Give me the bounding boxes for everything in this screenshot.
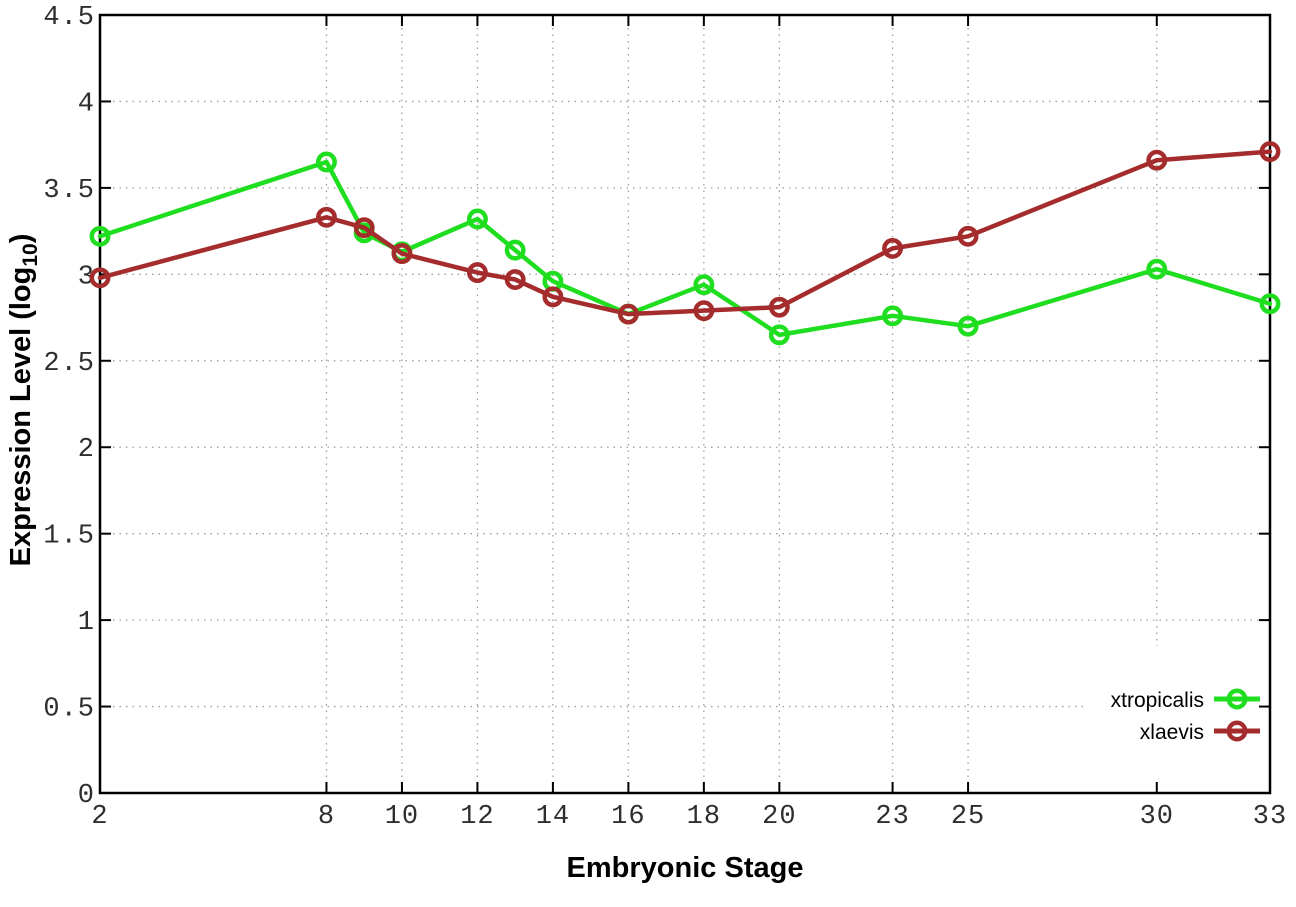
x-axis-title: Embryonic Stage	[567, 852, 804, 884]
y-tick-label: 1	[78, 608, 95, 638]
y-tick-label: 3	[78, 262, 95, 292]
x-tick-label: 16	[611, 802, 645, 832]
data-point-xtropicalis-stage-33	[1259, 293, 1281, 315]
data-point-xlaevis-stage-16	[617, 303, 639, 325]
x-tick-label: 18	[687, 802, 721, 832]
x-tick-label: 2	[91, 802, 108, 832]
data-point-xtropicalis-stage-25	[957, 315, 979, 337]
data-point-xtropicalis-stage-20	[768, 324, 790, 346]
x-tick-label: 14	[536, 802, 570, 832]
y-axis-title-close-paren: )	[5, 234, 37, 244]
y-tick-label: 2	[78, 435, 95, 465]
data-point-xtropicalis-stage-2	[89, 225, 111, 247]
data-series	[89, 141, 1281, 346]
data-point-xlaevis-stage-12	[466, 262, 488, 284]
plot-border	[98, 13, 1272, 795]
y-tick-label: 2.5	[43, 349, 95, 379]
data-point-xlaevis-stage-8	[316, 206, 337, 228]
data-point-xtropicalis-stage-23	[882, 305, 904, 327]
data-point-xlaevis-stage-14	[542, 286, 564, 308]
y-tick-label: 4	[78, 89, 95, 119]
data-point-xlaevis-stage-2	[89, 267, 111, 289]
x-tick-label: 10	[385, 802, 419, 832]
x-tick-label: 33	[1253, 802, 1287, 832]
legend-marker-xtropicalis	[1226, 688, 1248, 710]
y-axis-title: Expression Level (log10)	[5, 234, 42, 567]
x-tick-label: 20	[762, 802, 796, 832]
x-tick-label: 25	[951, 802, 985, 832]
y-tick-label: 3.5	[43, 176, 95, 206]
data-point-xlaevis-stage-10	[391, 243, 413, 265]
y-axis-title-main: Expression Level (log	[5, 267, 37, 567]
data-point-xlaevis-stage-30	[1146, 149, 1168, 171]
data-point-xlaevis-stage-23	[882, 237, 904, 259]
x-tick-label: 12	[460, 802, 494, 832]
y-tick-label: 0	[78, 781, 95, 811]
legend: xtropicalis xlaevis	[1111, 688, 1260, 744]
data-point-xlaevis-stage-18	[693, 300, 715, 322]
y-tick-label: 1.5	[43, 522, 95, 552]
data-point-xlaevis-stage-9	[353, 217, 375, 239]
legend-background	[1085, 646, 1263, 788]
legend-label-xlaevis: xlaevis	[1140, 721, 1204, 744]
y-tick-label: 0.5	[43, 695, 95, 725]
x-tick-label: 23	[875, 802, 909, 832]
legend-marker-xlaevis	[1226, 720, 1248, 742]
x-tick-label: 30	[1140, 802, 1174, 832]
legend-label-xtropicalis: xtropicalis	[1111, 689, 1204, 712]
data-point-xtropicalis-stage-18	[693, 274, 715, 296]
legend-mask	[1085, 646, 1263, 788]
data-point-xtropicalis-stage-8	[316, 151, 337, 173]
y-tick-label: 4.5	[43, 3, 95, 33]
axis-ticks	[99, 14, 1271, 794]
data-point-xtropicalis-stage-13	[504, 239, 526, 261]
gridlines	[100, 15, 1270, 793]
data-point-xlaevis-stage-33	[1259, 141, 1281, 163]
data-point-xlaevis-stage-13	[504, 269, 526, 290]
y-axis-title-subscript: 10	[19, 243, 42, 266]
data-point-xtropicalis-stage-30	[1146, 258, 1168, 280]
data-point-xtropicalis-stage-12	[466, 208, 488, 230]
data-point-xlaevis-stage-25	[957, 225, 979, 247]
data-point-xlaevis-stage-20	[768, 296, 790, 318]
tick-labels: 2 8 10 12 14 16 18 20 23 25 30 33 0 0.5 1 1.5 2 2.5 3 3.5 4 4…	[43, 3, 1287, 832]
x-tick-label: 8	[318, 802, 335, 832]
